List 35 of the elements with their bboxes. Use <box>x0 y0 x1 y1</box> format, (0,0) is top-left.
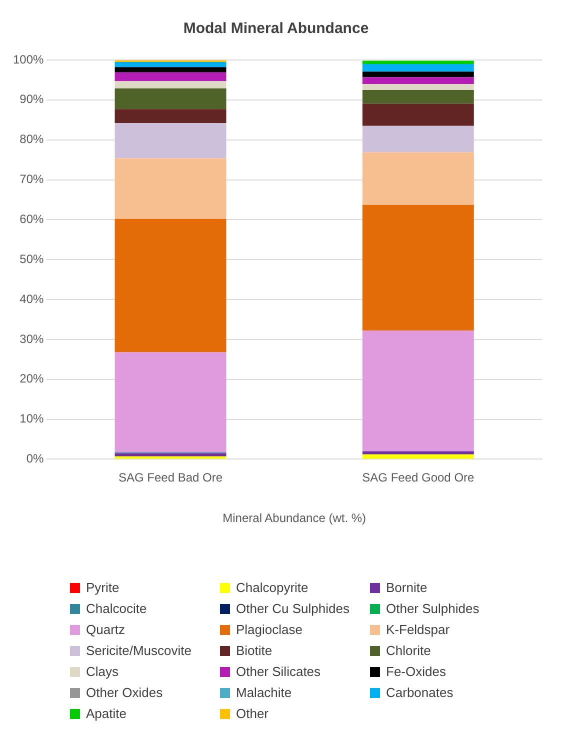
legend-label: Other Sulphides <box>386 601 480 616</box>
legend-label: Plagioclase <box>236 622 302 637</box>
y-tick-label: 100% <box>12 52 44 66</box>
legend-label: K-Feldspar <box>386 622 450 637</box>
legend-label: Pyrite <box>86 580 120 595</box>
legend-label: Fe-Oxides <box>386 664 446 679</box>
legend-label: Sericite/Muscovite <box>86 643 192 658</box>
y-tick-label: 0% <box>26 452 44 466</box>
x-axis-title: Mineral Abundance (wt. %) <box>222 511 366 526</box>
legend-label: Bornite <box>386 580 428 595</box>
legend-label: Chlorite <box>386 643 431 658</box>
legend-label: Clays <box>86 664 119 679</box>
legend-label: Apatite <box>86 706 126 721</box>
y-tick-label: 10% <box>20 412 44 426</box>
legend-label: Biotite <box>236 643 272 658</box>
legend-label: Chalcocite <box>86 601 147 616</box>
x-tick-label: SAG Feed Bad Ore <box>118 470 223 485</box>
legend-label: Other <box>236 706 269 721</box>
legend-label: Carbonates <box>386 685 454 700</box>
x-tick-label: SAG Feed Good Ore <box>362 470 475 485</box>
y-tick-label: 20% <box>20 372 44 386</box>
y-tick-label: 90% <box>20 92 44 106</box>
chart-title: Modal Mineral Abundance <box>183 20 369 38</box>
legend-label: Chalcopyrite <box>236 580 308 595</box>
legend-label: Quartz <box>86 622 126 637</box>
y-tick-label: 40% <box>20 292 44 306</box>
y-tick-label: 30% <box>20 332 44 346</box>
legend-label: Other Cu Sulphides <box>236 601 350 616</box>
legend-label: Other Oxides <box>86 685 163 700</box>
y-tick-label: 50% <box>20 252 44 266</box>
y-tick-label: 80% <box>20 132 44 146</box>
legend-label: Other Silicates <box>236 664 321 679</box>
legend-label: Malachite <box>236 685 292 700</box>
y-tick-label: 60% <box>20 212 44 226</box>
y-tick-label: 70% <box>20 172 44 186</box>
